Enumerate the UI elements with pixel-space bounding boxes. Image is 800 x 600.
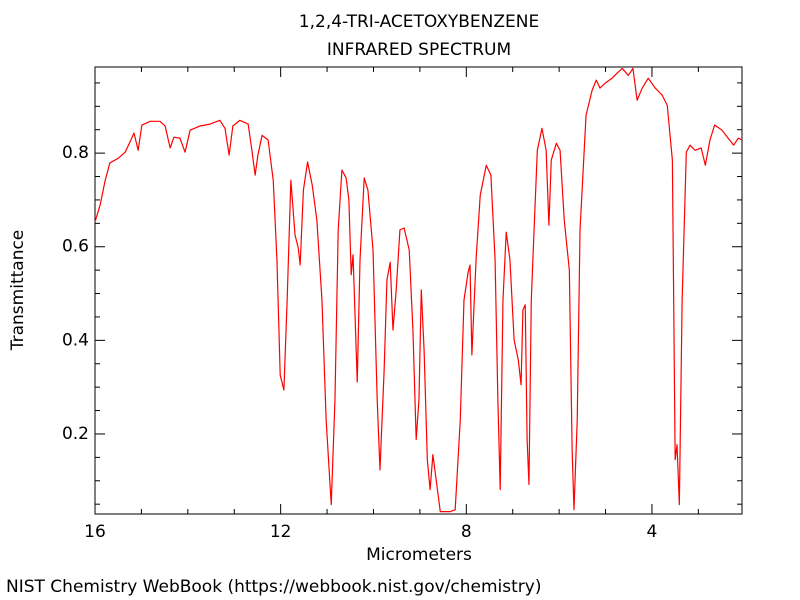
spectrum-line: [94, 67, 743, 513]
chart-subtitle: INFRARED SPECTRUM: [327, 40, 511, 60]
y-axis-label: Transmittance: [8, 230, 28, 352]
chart-title: 1,2,4-TRI-ACETOXYBENZENE: [299, 12, 539, 32]
y-tick-label: 0.2: [62, 424, 89, 444]
x-tick-label: 12: [270, 522, 292, 542]
x-tick-label: 4: [647, 522, 658, 542]
x-axis-label: Micrometers: [366, 545, 472, 565]
x-tick-label: 8: [461, 522, 472, 542]
x-tick-label: 16: [84, 522, 106, 542]
source-note: NIST Chemistry WebBook (https://webbook.…: [6, 577, 541, 597]
y-tick-label: 0.6: [62, 237, 89, 257]
y-tick-label: 0.4: [62, 330, 89, 350]
plot-frame: [94, 66, 743, 515]
y-tick-label: 0.8: [62, 143, 89, 163]
